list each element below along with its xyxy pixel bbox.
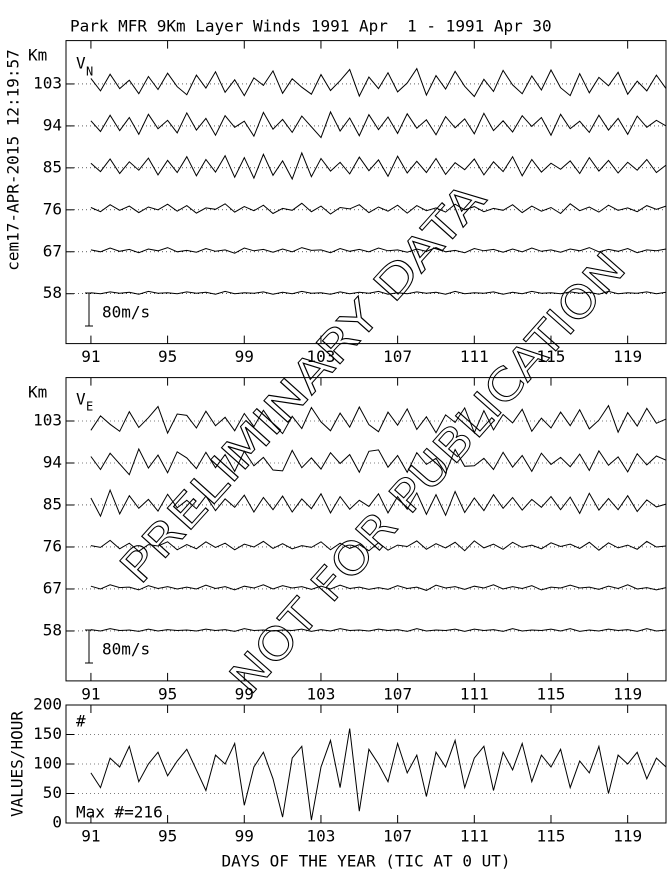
x-tick-label: 95 bbox=[158, 347, 177, 366]
x-tick-label: 119 bbox=[613, 684, 642, 703]
annotation: V bbox=[76, 390, 86, 409]
x-tick-label: 91 bbox=[81, 347, 100, 366]
watermark: NOT FOR PUBLICATION bbox=[220, 243, 636, 704]
y-tick-label: 0 bbox=[52, 813, 62, 832]
x-tick-label: 115 bbox=[537, 347, 566, 366]
trace bbox=[90, 67, 667, 98]
y-tick-label: 50 bbox=[43, 783, 62, 802]
trace bbox=[90, 247, 667, 254]
chart-title: Park MFR 9Km Layer Winds 1991 Apr 1 - 19… bbox=[70, 17, 552, 36]
trace bbox=[90, 151, 667, 181]
y-tick-label: 94 bbox=[43, 115, 62, 134]
annotation: Max #=216 bbox=[76, 803, 163, 822]
x-axis-label: DAYS OF THE YEAR (TIC AT 0 UT) bbox=[222, 852, 511, 871]
y-axis-label: VALUES/HOUR bbox=[8, 711, 27, 817]
y-tick-label: 100 bbox=[33, 754, 62, 773]
x-tick-label: 103 bbox=[306, 347, 335, 366]
y-tick-label: 103 bbox=[33, 73, 62, 92]
trace bbox=[90, 404, 667, 435]
x-tick-label: 111 bbox=[460, 684, 489, 703]
x-tick-label: 91 bbox=[81, 827, 100, 846]
y-tick-label: 67 bbox=[43, 241, 62, 260]
x-tick-label: 107 bbox=[383, 684, 412, 703]
y-tick-label: 103 bbox=[33, 410, 62, 429]
x-tick-label: 115 bbox=[537, 684, 566, 703]
x-tick-label: 99 bbox=[235, 827, 254, 846]
x-tick-label: 111 bbox=[460, 347, 489, 366]
trace bbox=[90, 584, 667, 591]
y-tick-label: 76 bbox=[43, 199, 62, 218]
y-tick-label: 67 bbox=[43, 578, 62, 597]
x-tick-label: 119 bbox=[613, 827, 642, 846]
x-tick-label: 107 bbox=[383, 827, 412, 846]
y-tick-label: 85 bbox=[43, 494, 62, 513]
x-tick-label: 107 bbox=[383, 347, 412, 366]
trace bbox=[90, 728, 667, 821]
x-tick-label: 111 bbox=[460, 827, 489, 846]
x-tick-label: 99 bbox=[235, 684, 254, 703]
trace bbox=[90, 628, 667, 632]
y-tick-label: 150 bbox=[33, 724, 62, 743]
x-tick-label: 95 bbox=[158, 684, 177, 703]
trace bbox=[90, 202, 667, 215]
x-tick-label: 103 bbox=[306, 684, 335, 703]
trace bbox=[90, 290, 667, 295]
trace bbox=[90, 110, 667, 139]
trace bbox=[90, 539, 667, 552]
trace bbox=[90, 447, 667, 476]
stamp: cem17-APR-2015 12:19:57 bbox=[4, 49, 23, 271]
annotation: 80m/s bbox=[102, 640, 150, 659]
x-tick-label: 95 bbox=[158, 827, 177, 846]
trace bbox=[90, 488, 667, 518]
y-tick-label: 94 bbox=[43, 452, 62, 471]
annotation: Km bbox=[28, 383, 47, 402]
annotation: V bbox=[76, 54, 86, 73]
x-tick-label: 91 bbox=[81, 684, 100, 703]
y-tick-label: 200 bbox=[33, 695, 62, 714]
annotation: E bbox=[86, 400, 93, 414]
plot-frame bbox=[65, 377, 667, 682]
x-tick-label: 103 bbox=[306, 827, 335, 846]
y-tick-label: 76 bbox=[43, 536, 62, 555]
y-tick-label: 58 bbox=[43, 620, 62, 639]
x-tick-label: 119 bbox=[613, 347, 642, 366]
x-tick-label: 115 bbox=[537, 827, 566, 846]
annotation: 80m/s bbox=[102, 303, 150, 322]
x-tick-label: 99 bbox=[235, 347, 254, 366]
y-tick-label: 58 bbox=[43, 283, 62, 302]
annotation: Km bbox=[28, 46, 47, 65]
annotation: # bbox=[76, 712, 86, 731]
plot-frame bbox=[65, 40, 667, 345]
y-tick-label: 85 bbox=[43, 157, 62, 176]
annotation: N bbox=[86, 65, 93, 79]
